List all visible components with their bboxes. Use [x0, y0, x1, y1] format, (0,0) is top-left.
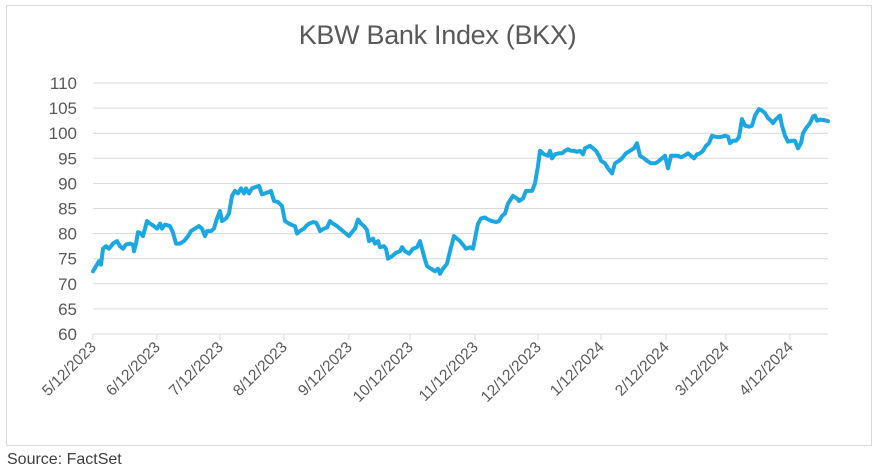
x-tick-label: 2/12/2024: [612, 339, 673, 400]
x-tick-label: 1/12/2024: [547, 339, 608, 400]
y-tick-label: 65: [58, 300, 77, 319]
y-axis-labels: 60 65 70 75 80 85 90 95 100 105 110: [49, 74, 77, 344]
source-note: Source: FactSet: [7, 451, 122, 468]
x-tick-label: 4/12/2024: [736, 339, 797, 400]
x-tick-label: 3/12/2024: [672, 339, 733, 400]
x-tick-label: 9/12/2023: [295, 339, 356, 400]
y-tick-label: 95: [58, 149, 77, 168]
x-tick-label: 10/12/2023: [350, 339, 417, 406]
gridlines: [93, 82, 828, 335]
y-tick-label: 90: [58, 174, 77, 193]
x-axis: 5/12/2023 6/12/2023 7/12/2023 8/12/2023 9/12…: [39, 334, 797, 406]
y-tick-label: 85: [58, 200, 77, 219]
chart-title: KBW Bank Index (BKX): [298, 20, 577, 50]
x-tick-label: 7/12/2023: [166, 339, 227, 400]
x-tick-label: 12/12/2023: [478, 339, 545, 406]
y-tick-label: 100: [49, 124, 77, 143]
y-tick-label: 80: [58, 225, 77, 244]
x-tick-label: 11/12/2023: [416, 339, 482, 405]
y-tick-label: 75: [58, 250, 77, 269]
bkx-series-line: [91, 107, 830, 276]
x-tick-label: 8/12/2023: [230, 339, 291, 400]
x-tick-label: 5/12/2023: [39, 339, 100, 400]
x-tick-label: 6/12/2023: [103, 339, 164, 400]
y-tick-label: 105: [49, 99, 77, 118]
y-tick-label: 110: [50, 74, 77, 93]
y-tick-label: 60: [58, 325, 77, 344]
y-tick-label: 70: [58, 275, 77, 294]
